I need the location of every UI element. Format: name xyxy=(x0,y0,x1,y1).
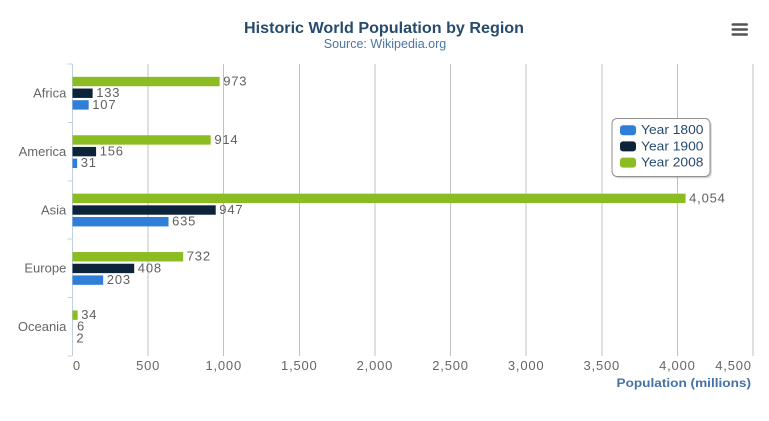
svg-text:Population (millions): Population (millions) xyxy=(617,376,752,390)
svg-text:732: 732 xyxy=(187,249,211,264)
svg-text:34: 34 xyxy=(81,307,97,322)
svg-text:2,500: 2,500 xyxy=(432,358,469,373)
svg-text:107: 107 xyxy=(92,97,116,112)
svg-text:America: America xyxy=(19,144,67,159)
svg-text:Europe: Europe xyxy=(24,261,66,276)
svg-text:2: 2 xyxy=(76,330,84,345)
svg-text:133: 133 xyxy=(96,85,120,100)
svg-text:0: 0 xyxy=(73,358,81,373)
svg-text:973: 973 xyxy=(223,73,247,88)
svg-text:Historic World Population by R: Historic World Population by Region xyxy=(244,20,524,37)
svg-text:914: 914 xyxy=(214,132,238,147)
svg-text:203: 203 xyxy=(107,272,131,287)
svg-text:31: 31 xyxy=(81,155,97,170)
svg-text:4,500: 4,500 xyxy=(715,358,752,373)
svg-text:2,000: 2,000 xyxy=(357,358,394,373)
svg-text:3,000: 3,000 xyxy=(508,358,545,373)
svg-text:Africa: Africa xyxy=(33,86,67,101)
svg-text:947: 947 xyxy=(219,202,243,217)
svg-text:Oceania: Oceania xyxy=(18,319,67,334)
svg-text:635: 635 xyxy=(172,214,196,229)
svg-text:Year 1800: Year 1800 xyxy=(641,122,704,137)
svg-text:500: 500 xyxy=(136,358,160,373)
svg-text:6: 6 xyxy=(77,319,85,334)
svg-text:Source: Wikipedia.org: Source: Wikipedia.org xyxy=(324,36,447,51)
svg-text:Year 2008: Year 2008 xyxy=(641,155,704,170)
svg-text:1,500: 1,500 xyxy=(281,358,318,373)
svg-text:4,054: 4,054 xyxy=(689,190,726,205)
svg-text:156: 156 xyxy=(100,144,124,159)
svg-text:1,000: 1,000 xyxy=(205,358,242,373)
svg-text:3,500: 3,500 xyxy=(584,358,621,373)
svg-text:408: 408 xyxy=(138,260,162,275)
svg-text:Year 1900: Year 1900 xyxy=(641,138,704,153)
svg-text:4,000: 4,000 xyxy=(659,358,696,373)
svg-text:Asia: Asia xyxy=(41,202,67,217)
